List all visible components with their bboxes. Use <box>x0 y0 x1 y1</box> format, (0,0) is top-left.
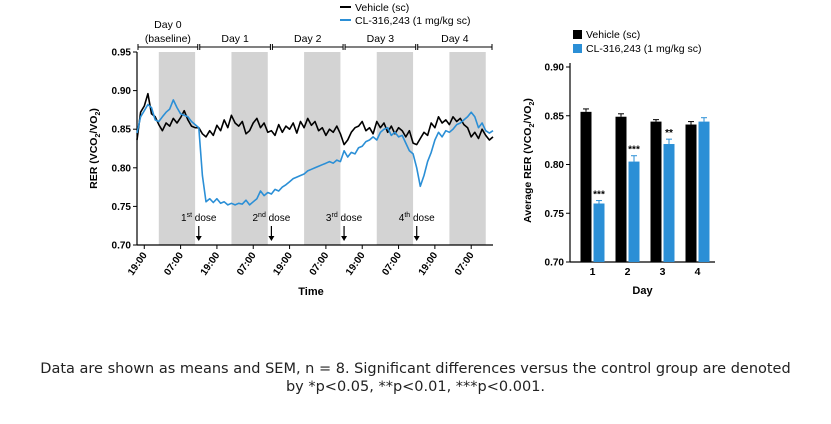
average-rer-bar-chart: 0.70 0.75 0.80 0.85 0.90 Average RER (VCO2/VO… <box>522 29 715 297</box>
dose-arrow-head <box>195 236 202 241</box>
y-tick-label: 0.85 <box>112 125 132 136</box>
bar-y-tick-label: 0.75 <box>545 209 565 220</box>
bar-legend-cl-swatch <box>573 44 582 53</box>
day-label: Day 2 <box>294 33 322 45</box>
bar-legend-cl-label: CL-316,243 (1 mg/kg sc) <box>586 43 702 55</box>
dose-arrow-head <box>268 236 275 241</box>
significance-marker: *** <box>593 190 605 201</box>
figure-caption: Data are shown as means and SEM, n = 8. … <box>20 360 811 396</box>
x-tick-label: 07:00 <box>308 250 332 278</box>
cl-bar <box>663 144 675 262</box>
day-label: Day 4 <box>441 33 469 45</box>
day-label: Day 3 <box>367 33 395 45</box>
x-tick-label: 19:00 <box>199 250 223 278</box>
bar-y-tick-label: 0.90 <box>545 63 565 74</box>
x-tick-label: 07:00 <box>162 250 186 278</box>
x-axis-title: Time <box>298 286 323 298</box>
caption-line-2: by *p<0.05, **p<0.01, ***p<0.001. <box>285 379 546 395</box>
cl-line <box>136 99 494 206</box>
dark-period <box>231 52 268 245</box>
dark-period <box>304 52 341 245</box>
bar-y-tick-label: 0.80 <box>545 160 565 171</box>
significance-marker: *** <box>628 145 640 156</box>
cl-bar <box>593 203 605 262</box>
x-tick-label: 07:00 <box>453 250 477 278</box>
bar-x-tick-label: 2 <box>625 266 631 278</box>
cl-bar <box>628 161 640 262</box>
dose-label: 3rd dose <box>326 212 363 224</box>
dark-period <box>158 52 196 245</box>
bar-x-tick-label: 1 <box>590 266 596 278</box>
x-tick-label: 19:00 <box>271 250 295 278</box>
y-axis-title: RER (VCO2/VO2) <box>88 108 102 189</box>
day-label: Day 0 <box>154 19 182 31</box>
vehicle-bar <box>615 116 627 262</box>
caption-line-1: Data are shown as means and SEM, n = 8. … <box>40 361 791 377</box>
x-tick-label: 19:00 <box>417 250 441 278</box>
significance-marker: ** <box>665 128 673 139</box>
bar-y-tick-label: 0.85 <box>545 111 565 122</box>
y-tick-label: 0.75 <box>112 202 132 213</box>
vehicle-bar <box>685 124 697 263</box>
bar-x-tick-label: 4 <box>695 266 701 278</box>
bar-x-tick-label: 3 <box>660 266 666 278</box>
y-tick-label: 0.90 <box>112 86 132 97</box>
y-tick-label: 0.95 <box>112 48 132 59</box>
y-tick-label: 0.80 <box>112 163 132 174</box>
vehicle-bar <box>650 121 662 262</box>
legend-vehicle-label: Vehicle (sc) <box>355 2 409 14</box>
legend-cl-label: CL-316,243 (1 mg/kg sc) <box>355 15 471 27</box>
dose-label: 1st dose <box>181 212 217 224</box>
x-tick-label: 07:00 <box>235 250 259 278</box>
bar-legend-vehicle-label: Vehicle (sc) <box>586 29 640 41</box>
bar-y-axis-title: Average RER (VCO2/VO2) <box>522 98 536 223</box>
dose-arrow-head <box>413 236 420 241</box>
dark-period <box>376 52 414 245</box>
dark-period <box>449 52 486 245</box>
day-label: Day 1 <box>221 33 249 45</box>
dose-label: 4th dose <box>399 212 435 224</box>
bar-y-tick-label: 0.70 <box>545 258 565 269</box>
x-tick-label: 19:00 <box>126 250 150 278</box>
bar-x-axis-title: Day <box>632 285 653 297</box>
x-tick-label: 19:00 <box>344 250 368 278</box>
y-tick-label: 0.70 <box>112 241 132 252</box>
bar-legend-vehicle-swatch <box>573 30 582 39</box>
day-label-sub: (baseline) <box>145 33 191 45</box>
vehicle-bar <box>580 111 592 262</box>
x-tick-label: 07:00 <box>380 250 404 278</box>
dose-label: 2nd dose <box>252 212 290 224</box>
vehicle-line <box>136 92 494 146</box>
cl-bar <box>698 121 710 262</box>
dose-arrow-head <box>341 236 348 241</box>
time-course-chart: 0.70 0.75 0.80 0.85 0.90 0.95 19:00 07:00 19:00 0… <box>88 2 494 298</box>
